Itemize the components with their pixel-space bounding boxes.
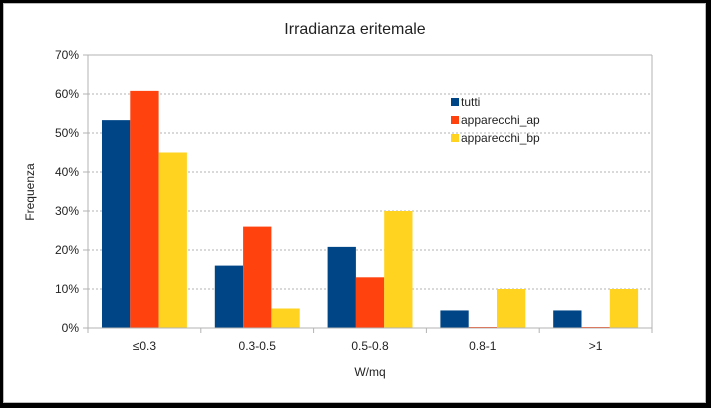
legend-label: apparecchi_bp — [461, 131, 540, 145]
bar-apparecchi_ap-0 — [130, 90, 159, 328]
y-tick-label: 70% — [55, 48, 79, 62]
x-tick-label: 0.5-0.8 — [351, 339, 389, 353]
bar-tutti-1 — [214, 265, 244, 328]
bar-tutti-0 — [102, 120, 131, 328]
y-tick-label: 20% — [55, 243, 79, 257]
bar-apparecchi_bp-2 — [384, 211, 413, 328]
chart-title: Irradianza eritemale — [284, 21, 426, 38]
y-tick-label: 0% — [62, 321, 80, 335]
x-tick-label: 0.3-0.5 — [239, 339, 277, 353]
bar-apparecchi_bp-0 — [158, 152, 187, 328]
x-tick-label: >1 — [589, 339, 603, 353]
bar-tutti-4 — [553, 310, 582, 328]
bar-apparecchi_bp-1 — [271, 308, 300, 328]
y-tick-label: 30% — [55, 204, 79, 218]
bar-apparecchi_ap-1 — [243, 226, 272, 328]
y-tick-label: 50% — [55, 126, 79, 140]
bar-apparecchi_bp-4 — [609, 289, 639, 328]
y-tick-label: 40% — [55, 165, 79, 179]
legend-label: tutti — [461, 95, 480, 109]
x-axis-label: W/mq — [354, 365, 385, 379]
legend-swatch-apparecchi_bp — [451, 134, 459, 142]
y-axis-label: Frequenza — [23, 163, 37, 221]
bar-tutti-2 — [327, 246, 356, 328]
x-tick-label: 0.8-1 — [469, 339, 497, 353]
bar-tutti-3 — [440, 310, 469, 328]
legend-swatch-tutti — [451, 98, 459, 106]
bar-apparecchi_ap-2 — [355, 277, 385, 328]
bar-apparecchi_bp-3 — [497, 289, 526, 328]
y-tick-label: 60% — [55, 87, 79, 101]
legend-label: apparecchi_ap — [461, 113, 540, 127]
x-tick-label: ≤0.3 — [133, 339, 157, 353]
legend-swatch-apparecchi_ap — [451, 116, 459, 124]
y-tick-label: 10% — [55, 282, 79, 296]
